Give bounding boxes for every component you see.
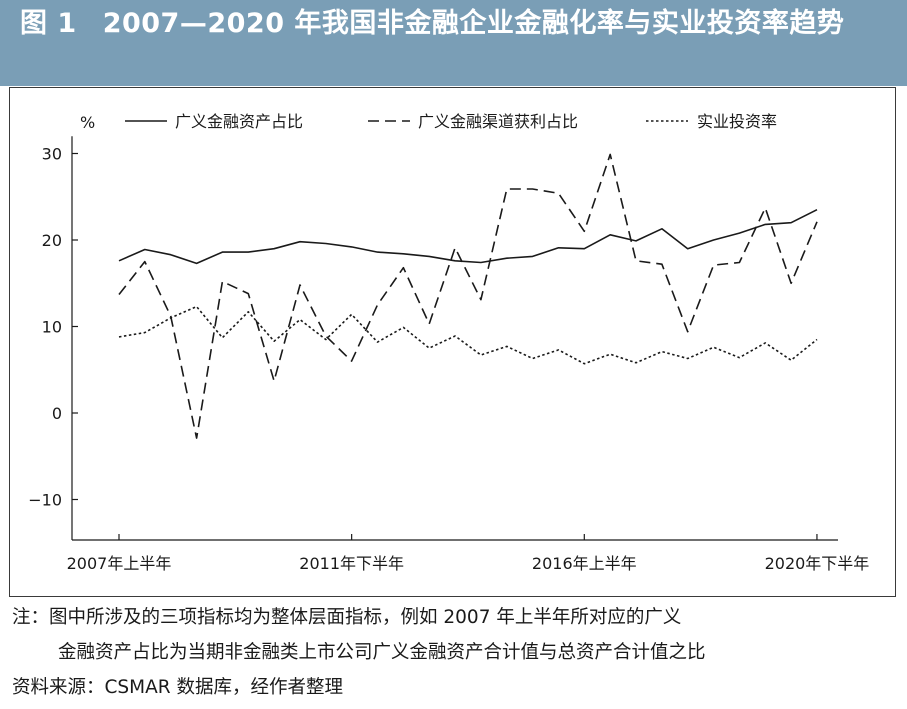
y-tick-label: 10 bbox=[42, 318, 62, 337]
series-layer bbox=[118, 153, 818, 439]
x-tick-label: 2007年上半年 bbox=[67, 554, 172, 573]
chart-frame bbox=[9, 87, 896, 597]
y-tick-label: 20 bbox=[42, 231, 62, 250]
figure-title: 2007—2020 年我国非金融企业金融化率与实业投资率趋势 bbox=[102, 8, 845, 39]
legend-label-1: 广义金融资产占比 bbox=[175, 112, 303, 131]
x-tick-label: 2011年下半年 bbox=[299, 554, 404, 573]
legend-label-2: 广义金融渠道获利占比 bbox=[418, 112, 578, 131]
note-line-2: 金融资产占比为当期非金融类上市公司广义金融资产合计值与总资产合计值之比 bbox=[58, 642, 706, 663]
title-bar: 图 1 2007—2020 年我国非金融企业金融化率与实业投资率趋势 bbox=[0, 0, 907, 86]
series-line-3 bbox=[118, 305, 818, 365]
y-tick-label: −10 bbox=[28, 491, 62, 510]
series-line-2 bbox=[118, 153, 818, 439]
x-tick-label: 2020年下半年 bbox=[765, 554, 870, 573]
legend: 广义金融资产占比 广义金融渠道获利占比 实业投资率 bbox=[125, 112, 777, 131]
x-tick-label: 2016年上半年 bbox=[532, 554, 637, 573]
y-tick-label: 0 bbox=[52, 404, 62, 423]
series-line-1 bbox=[118, 208, 818, 265]
y-axis-unit-label: % bbox=[80, 113, 95, 132]
figure-title-block: 图 1 2007—2020 年我国非金融企业金融化率与实业投资率趋势 bbox=[20, 6, 890, 42]
source-note: 资料来源：CSMAR 数据库，经作者整理 bbox=[12, 677, 344, 698]
y-tick-label: 30 bbox=[42, 145, 62, 164]
figure-number: 图 1 bbox=[20, 8, 77, 39]
legend-label-3: 实业投资率 bbox=[697, 112, 777, 131]
note-line-1: 注：图中所涉及的三项指标均为整体层面指标，例如 2007 年上半年所对应的广义 bbox=[12, 607, 682, 628]
axes: % −10 0 10 20 30 2007年上半年 2011年下半年 2016年上半年 2020年… bbox=[28, 113, 869, 573]
